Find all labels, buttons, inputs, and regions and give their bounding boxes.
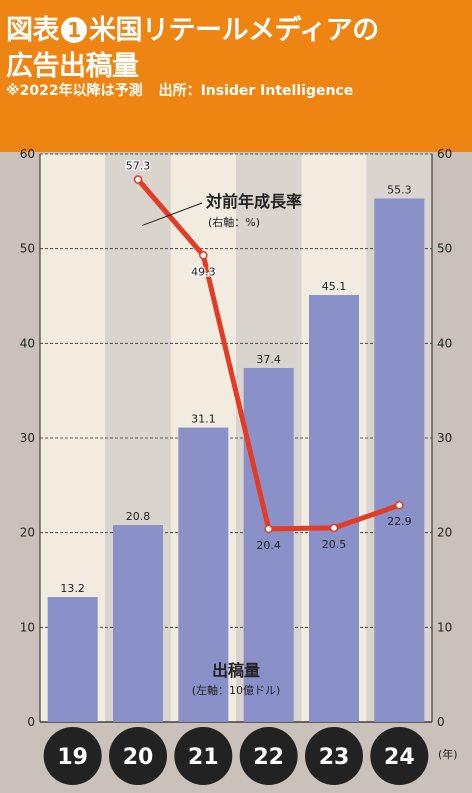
right-tick-label-50: 50 (437, 242, 452, 256)
line-legend-leader (141, 202, 203, 227)
year-label-20: 20 (123, 745, 154, 770)
bar-value-label-24: 55.3 (387, 183, 412, 196)
left-tick-label-0: 0 (27, 715, 35, 729)
chart-header: 図表 1 米国リテールメディアの 広告出稿量 ※2022年以降は予測 出所：Insid… (0, 0, 472, 152)
figure-label: 図表 (6, 15, 60, 46)
year-circle-21 (174, 727, 233, 785)
left-tick-label-60: 60 (20, 147, 35, 161)
year-label-22: 22 (253, 745, 284, 770)
year-circle-20 (109, 727, 167, 785)
bar-22 (243, 367, 294, 722)
left-tick-label-20: 20 (20, 526, 35, 540)
bar-24 (374, 198, 425, 722)
right-tick-label-10: 10 (437, 620, 452, 634)
bar-legend-name: 出稿量 (212, 661, 260, 680)
bar-value-label-21: 31.1 (191, 413, 216, 426)
bar-value-label-23: 45.1 (322, 280, 347, 293)
source-note: 出所：Insider Intelligence (158, 83, 354, 99)
growth-point-22 (264, 524, 273, 534)
growth-point-21 (199, 251, 208, 260)
growth-value-label-21: 49.3 (191, 265, 216, 278)
year-circle-23 (305, 727, 363, 785)
growth-point-23 (329, 523, 339, 533)
chart-notes: ※2022年以降は予測 出所：Insider Intelligence (6, 80, 369, 100)
right-tick-label-0: 0 (437, 715, 445, 729)
year-circle-24 (370, 727, 429, 785)
growth-value-label-23: 20.5 (322, 538, 347, 551)
growth-value-label-22: 20.4 (256, 539, 281, 552)
bar-20 (113, 525, 163, 722)
bar-value-label-22: 37.4 (256, 353, 281, 366)
bar-value-label-20: 20.8 (126, 510, 151, 523)
year-circle-22 (239, 727, 298, 785)
title-text-line2: 広告出稿量 (6, 51, 139, 82)
forecast-note: ※2022年以降は予測 (6, 83, 143, 99)
left-tick-label-40: 40 (20, 336, 35, 350)
right-tick-label-60: 60 (437, 147, 452, 161)
bar-19 (47, 597, 98, 722)
bar-legend-axis-note: (左軸：10億ドル) (192, 683, 281, 697)
growth-value-label-20: 57.3 (126, 160, 151, 173)
left-tick-label-30: 30 (20, 431, 35, 445)
year-circle-19 (43, 727, 102, 785)
figure-number-badge: 1 (61, 17, 87, 43)
bar-23 (309, 295, 359, 722)
title-text-line1: 米国リテールメディアの (89, 15, 379, 46)
year-label-23: 23 (319, 745, 350, 770)
right-tick-label-30: 30 (437, 431, 452, 445)
bar-value-label-19: 13.2 (60, 582, 85, 595)
line-legend-name: 対前年成長率 (205, 192, 302, 211)
growth-value-label-24: 22.9 (387, 515, 412, 528)
left-tick-label-50: 50 (20, 242, 35, 256)
line-legend-axis-note: (右軸：%) (208, 215, 260, 229)
right-tick-label-20: 20 (437, 526, 452, 540)
chart-title: 図表 1 米国リテールメディアの (6, 8, 379, 47)
left-tick-label-10: 10 (20, 620, 35, 634)
growth-point-20 (133, 175, 143, 184)
year-label-24: 24 (384, 745, 415, 770)
year-label-19: 19 (57, 745, 88, 770)
year-label-21: 21 (188, 745, 219, 770)
x-axis-unit: (年) (438, 747, 458, 761)
growth-point-24 (395, 500, 404, 510)
right-tick-label-40: 40 (437, 336, 452, 350)
bar-21 (178, 427, 229, 722)
